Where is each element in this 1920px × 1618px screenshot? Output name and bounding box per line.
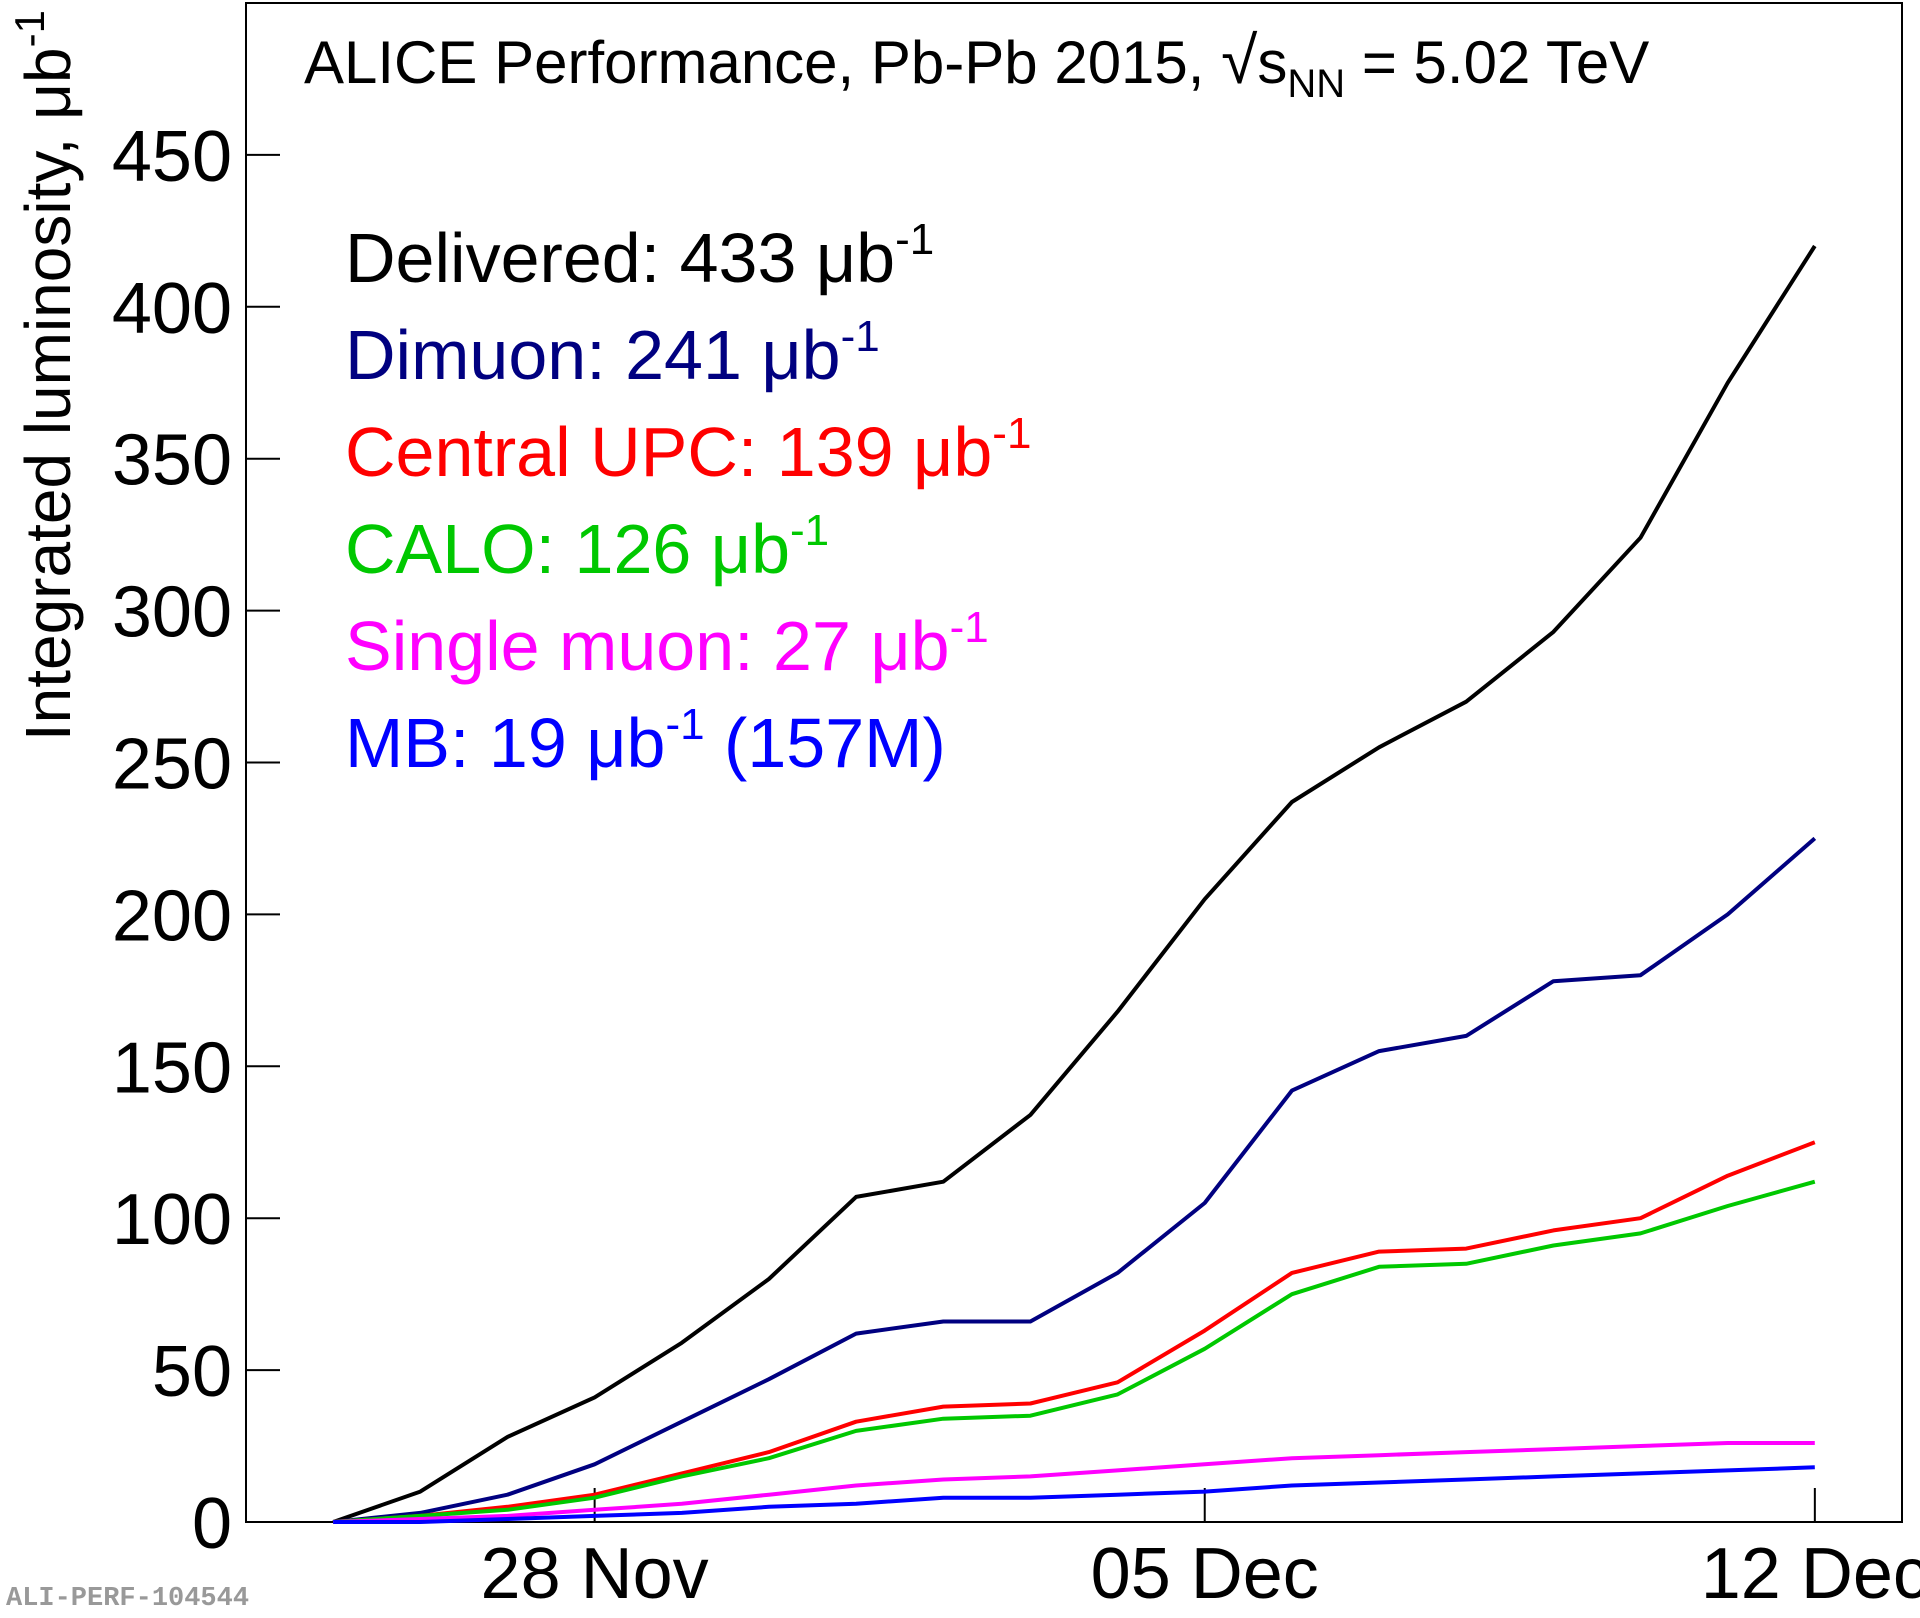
title-part: = 5.02 TeV — [1345, 29, 1649, 96]
title-part: √ — [1221, 23, 1258, 97]
legend-entry: Dimuon: 241 μb-1 — [345, 312, 880, 394]
legend-label: Single muon: 27 μb — [345, 607, 950, 685]
title-part: ALICE Performance, Pb-Pb 2015, — [304, 29, 1221, 96]
title-part: NN — [1287, 62, 1345, 106]
legend-exponent: -1 — [895, 215, 934, 264]
y-tick-label: 150 — [112, 1028, 232, 1108]
legend-suffix: (157M) — [705, 704, 946, 782]
y-axis-label: Integrated luminosity, μb-1 — [6, 10, 84, 741]
y-tick-label: 450 — [112, 117, 232, 197]
series-line — [333, 1465, 1815, 1524]
legend-entry: Central UPC: 139 μb-1 — [345, 409, 1031, 491]
legend-label: MB: 19 μb — [345, 704, 665, 782]
y-tick-label: 200 — [112, 876, 232, 956]
legend-label: Delivered: 433 μb — [345, 219, 895, 297]
legend-exponent: -1 — [665, 700, 704, 749]
y-tick-label: 100 — [112, 1180, 232, 1260]
x-tick-label: 28 Nov — [481, 1534, 709, 1613]
chart-title: ALICE Performance, Pb-Pb 2015, √sNN = 5.… — [304, 23, 1649, 106]
legend-exponent: -1 — [992, 409, 1031, 458]
legend-exponent: -1 — [950, 603, 989, 652]
y-tick-label: 0 — [192, 1484, 232, 1564]
legend-entry: Delivered: 433 μb-1 — [345, 215, 934, 297]
legend-label: Dimuon: 241 μb — [345, 316, 841, 394]
series-line — [333, 1140, 1816, 1524]
x-tick-label: 12 Dec — [1701, 1534, 1920, 1613]
legend-exponent: -1 — [841, 312, 880, 361]
series-line — [333, 1179, 1816, 1524]
series-line — [333, 1441, 1815, 1524]
title-part: s — [1257, 29, 1287, 96]
y-tick-label: 50 — [152, 1332, 232, 1412]
y-tick-label: 350 — [112, 421, 232, 501]
legend-label: Central UPC: 139 μb — [345, 413, 992, 491]
y-label-text: Integrated luminosity, μb — [12, 47, 84, 741]
watermark: ALI-PERF-104544 — [6, 1584, 249, 1613]
legend-entry: CALO: 126 μb-1 — [345, 506, 829, 588]
legend-entry: Single muon: 27 μb-1 — [345, 603, 989, 685]
series-line — [332, 836, 1817, 1524]
y-label-exponent: -1 — [6, 10, 53, 47]
y-tick-label: 250 — [112, 725, 232, 805]
x-tick-label: 05 Dec — [1091, 1534, 1319, 1613]
y-tick-label: 300 — [112, 573, 232, 653]
y-tick-label: 400 — [112, 269, 232, 349]
legend-entry: MB: 19 μb-1 (157M) — [345, 700, 946, 782]
series-line — [332, 244, 1817, 1524]
legend-exponent: -1 — [790, 506, 829, 555]
legend-label: CALO: 126 μb — [345, 510, 790, 588]
